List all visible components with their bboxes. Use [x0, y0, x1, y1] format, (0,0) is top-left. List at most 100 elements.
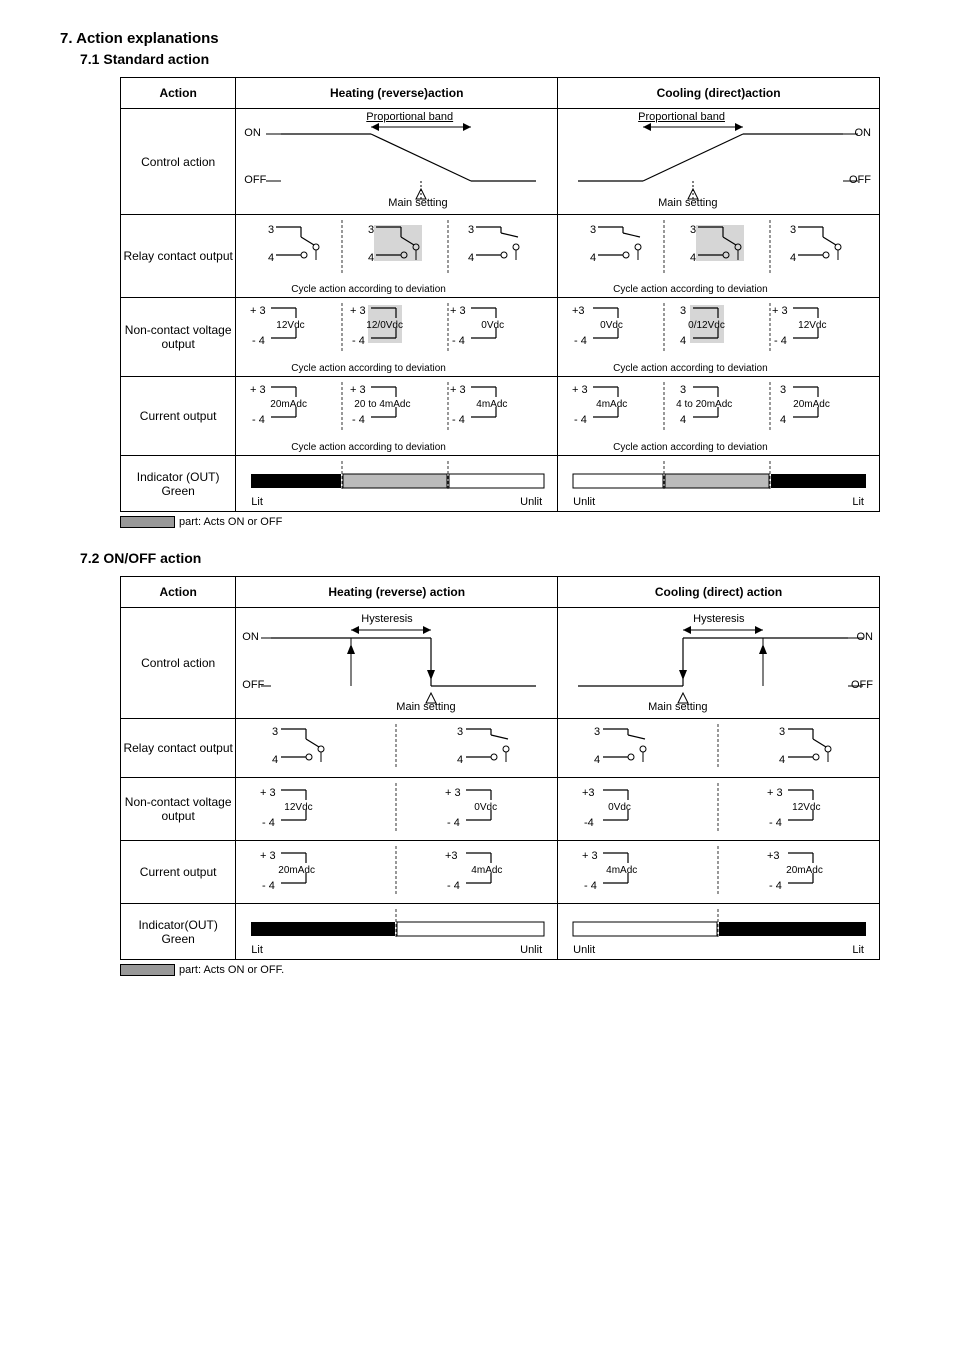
- main-setting-label-cool: Main setting: [658, 197, 717, 209]
- page-title: 7. Action explanations: [60, 30, 894, 47]
- unlit-c: Unlit: [573, 496, 595, 508]
- volt-c3: 12Vdc: [798, 320, 826, 331]
- svg-text:+ 3: + 3: [767, 787, 783, 799]
- svg-text:- 4: - 4: [252, 335, 265, 347]
- svg-text:+ 3: + 3: [445, 787, 461, 799]
- svg-text:- 4: - 4: [574, 335, 587, 347]
- svg-text:+ 3: + 3: [260, 787, 276, 799]
- svg-text:4: 4: [779, 754, 785, 766]
- curr-c1: 4mAdc: [596, 399, 627, 410]
- svg-text:- 4: - 4: [262, 880, 275, 892]
- lit-2c: Lit: [852, 944, 864, 956]
- svg-text:- 4: - 4: [447, 817, 460, 829]
- svg-text:+3: +3: [445, 850, 458, 862]
- main-2c: Main setting: [648, 701, 707, 713]
- volt-2c-off: 0Vdc: [608, 802, 631, 813]
- svg-text:+ 3: + 3: [350, 305, 366, 317]
- svg-text:- 4: - 4: [452, 414, 465, 426]
- on-2c: ON: [857, 631, 874, 643]
- on-2h: ON: [242, 631, 259, 643]
- svg-text:+ 3: + 3: [582, 850, 598, 862]
- svg-text:+3: +3: [582, 787, 595, 799]
- svg-text:- 4: - 4: [447, 880, 460, 892]
- main-2h: Main setting: [396, 701, 455, 713]
- row-current-label: Current output: [121, 377, 236, 456]
- svg-text:4: 4: [457, 754, 463, 766]
- cooling-indicator-diagram: [558, 456, 878, 511]
- prop-band-label: Proportional band: [366, 111, 453, 123]
- header-cooling: Cooling (direct)action: [558, 78, 880, 109]
- section1-title: 7.1 Standard action: [80, 51, 894, 67]
- row-current-label-2: Current output: [121, 841, 236, 904]
- cooling-control-diagram: [558, 109, 878, 214]
- svg-text:+ 3: + 3: [772, 305, 788, 317]
- off-label: OFF: [244, 174, 266, 186]
- svg-text:- 4: - 4: [352, 414, 365, 426]
- curr-h3: 4mAdc: [476, 399, 507, 410]
- row-relay-label: Relay contact output: [121, 215, 236, 298]
- row-control-label: Control action: [121, 109, 236, 215]
- unlit-h: Unlit: [520, 496, 542, 508]
- row-indicator-label: Indicator (OUT) Green: [121, 456, 236, 512]
- onoff-action-table: Action Heating (reverse) action Cooling …: [120, 576, 880, 960]
- svg-text:4: 4: [590, 252, 596, 264]
- svg-text:- 4: - 4: [769, 880, 782, 892]
- header-action: Action: [121, 78, 236, 109]
- svg-text:- 4: - 4: [584, 880, 597, 892]
- row-voltage-label-2: Non-contact voltage output: [121, 778, 236, 841]
- hyst-2h: Hysteresis: [361, 613, 412, 625]
- svg-text:- 4: - 4: [774, 335, 787, 347]
- volt-2h-off: 0Vdc: [474, 802, 497, 813]
- hyst-2c: Hysteresis: [693, 613, 744, 625]
- volt-2c-on: 12Vdc: [792, 802, 820, 813]
- heating-onoff-indicator-diagram: [236, 904, 556, 959]
- volt-h3: 0Vdc: [481, 320, 504, 331]
- off-label-cool: OFF: [849, 174, 871, 186]
- off-2c: OFF: [851, 679, 873, 691]
- svg-text:+ 3: + 3: [572, 384, 588, 396]
- svg-text:3: 3: [780, 384, 786, 396]
- row-indicator-label-2: Indicator(OUT) Green: [121, 904, 236, 960]
- svg-text:4: 4: [468, 252, 474, 264]
- svg-text:- 4: - 4: [769, 817, 782, 829]
- svg-text:4: 4: [680, 335, 686, 347]
- svg-text:4: 4: [268, 252, 274, 264]
- footnote-2: part: Acts ON or OFF.: [120, 964, 894, 976]
- svg-text:- 4: - 4: [252, 414, 265, 426]
- svg-text:3: 3: [457, 726, 463, 738]
- section2-title: 7.2 ON/OFF action: [80, 550, 894, 566]
- svg-text:4: 4: [690, 252, 696, 264]
- lit-2h: Lit: [251, 944, 263, 956]
- on-label-cool: ON: [855, 127, 872, 139]
- svg-text:3: 3: [680, 305, 686, 317]
- header-action-2: Action: [121, 577, 236, 608]
- header-heating-2: Heating (reverse) action: [236, 577, 558, 608]
- standard-action-table: Action Heating (reverse)action Cooling (…: [120, 77, 880, 512]
- curr-2h-off: 4mAdc: [471, 865, 502, 876]
- svg-text:+ 3: + 3: [260, 850, 276, 862]
- svg-text:3: 3: [779, 726, 785, 738]
- svg-text:- 4: - 4: [452, 335, 465, 347]
- svg-text:4: 4: [368, 252, 374, 264]
- off-2h: OFF: [242, 679, 264, 691]
- svg-text:3: 3: [790, 224, 796, 236]
- svg-text:3: 3: [594, 726, 600, 738]
- row-voltage-label: Non-contact voltage output: [121, 298, 236, 377]
- svg-text:4: 4: [790, 252, 796, 264]
- svg-text:4: 4: [594, 754, 600, 766]
- volt-c1: 0Vdc: [600, 320, 623, 331]
- volt-h1: 12Vdc: [276, 320, 304, 331]
- curr-h2: 20 to 4mAdc: [354, 399, 410, 410]
- svg-text:- 4: - 4: [262, 817, 275, 829]
- footnote-1-text: part: Acts ON or OFF: [179, 516, 282, 528]
- svg-text:- 4: - 4: [352, 335, 365, 347]
- svg-text:+ 3: + 3: [250, 384, 266, 396]
- lit-h: Lit: [251, 496, 263, 508]
- svg-text:+ 3: + 3: [450, 384, 466, 396]
- curr-2h-on: 20mAdc: [278, 865, 315, 876]
- footnote-2-text: part: Acts ON or OFF.: [179, 964, 284, 976]
- svg-text:3: 3: [468, 224, 474, 236]
- curr-c3: 20mAdc: [793, 399, 830, 410]
- svg-text:+3: +3: [572, 305, 585, 317]
- volt-c2: 0/12Vdc: [688, 320, 725, 331]
